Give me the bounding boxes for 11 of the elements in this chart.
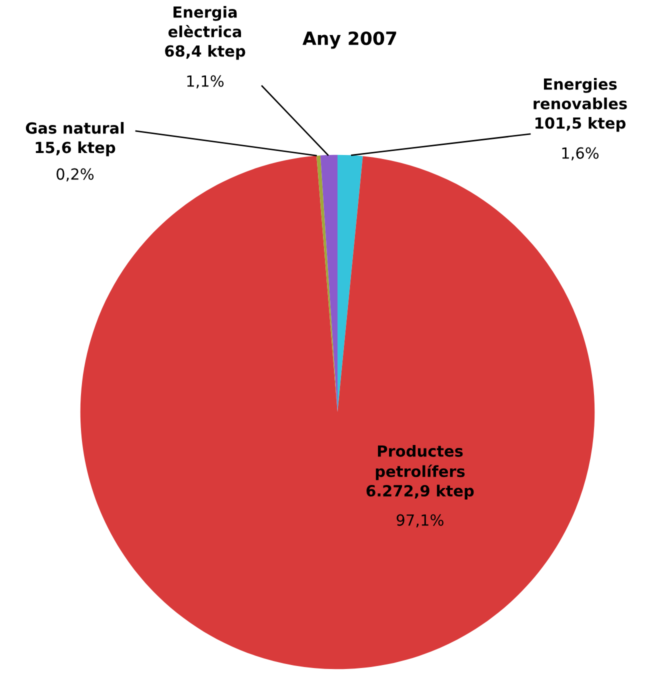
text: Any 2007: [302, 31, 396, 49]
pie-slice: [316, 155, 338, 412]
slice-label: Productes petrolífers: [376, 445, 465, 480]
pie-slice: [338, 154, 363, 412]
slice-label: Energia elèctrica: [168, 6, 242, 38]
data-label: 15,6 ktep 0,2%: [36, 141, 116, 182]
slice-label: Energies renovables: [534, 78, 627, 110]
data-label: 6.272,9 ktep 97,1%: [366, 484, 474, 528]
data-label: 68,4 ktep 1,1%: [165, 44, 246, 88]
slice-label: Gas natural: [26, 122, 124, 134]
data-label: 101,5 ktep 1,6%: [536, 116, 626, 160]
